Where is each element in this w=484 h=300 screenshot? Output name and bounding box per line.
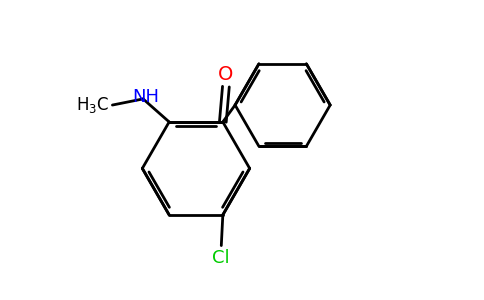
Text: NH: NH	[133, 88, 160, 106]
Text: Cl: Cl	[212, 249, 230, 267]
Text: O: O	[218, 64, 234, 84]
Text: H$_3$C: H$_3$C	[76, 95, 109, 115]
